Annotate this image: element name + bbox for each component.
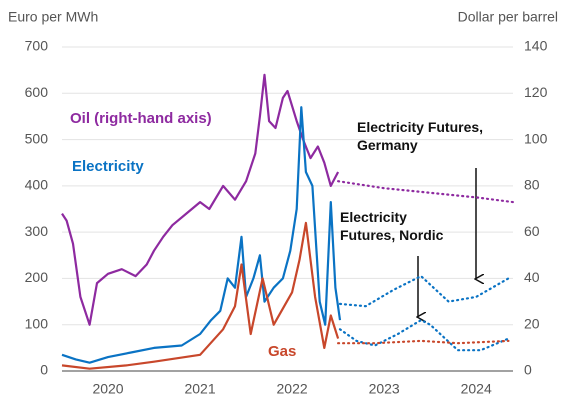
y2-tick-label: 140 <box>524 38 548 54</box>
series-line <box>338 275 510 308</box>
y2-axis-title: Dollar per barrel <box>458 9 558 25</box>
series-line <box>61 221 340 370</box>
x-tick-label: 2020 <box>92 381 123 397</box>
series-line <box>337 339 510 345</box>
y-tick-label: 700 <box>25 38 49 54</box>
y2-tick-label: 120 <box>524 84 548 100</box>
y2-tick-label: 80 <box>524 177 540 193</box>
y2-tick-label: 20 <box>524 315 540 331</box>
y-tick-label: 400 <box>25 177 49 193</box>
y-axis-title: Euro per MWh <box>8 9 98 25</box>
y-tick-label: 200 <box>25 269 49 285</box>
y2-tick-label: 60 <box>524 223 540 239</box>
series-line <box>61 106 342 364</box>
y-tick-label: 600 <box>25 84 49 100</box>
x-tick-label: 2023 <box>369 381 400 397</box>
y-tick-label: 500 <box>25 130 49 146</box>
series-line <box>337 180 515 204</box>
series-label: Electricity Futures, Nordic <box>340 209 444 243</box>
y2-tick-label: 40 <box>524 269 540 285</box>
series-label: Electricity <box>72 158 144 175</box>
y2-tick-label: 100 <box>524 130 548 146</box>
y-tick-label: 0 <box>40 362 48 378</box>
x-tick-label: 2024 <box>461 381 492 397</box>
x-tick-label: 2021 <box>184 381 215 397</box>
y-tick-label: 300 <box>25 223 49 239</box>
series-label: Electricity Futures, Germany <box>357 119 484 153</box>
y2-tick-label: 0 <box>524 362 532 378</box>
y-tick-label: 100 <box>25 315 49 331</box>
x-tick-label: 2022 <box>277 381 308 397</box>
series-label: Gas <box>268 343 297 360</box>
series-label: Oil (right-hand axis) <box>70 110 212 127</box>
